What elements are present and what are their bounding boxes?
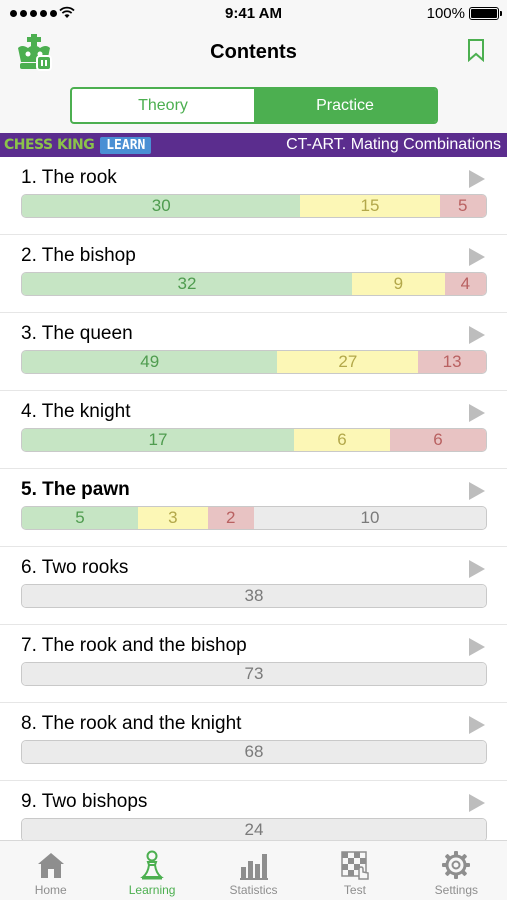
navigation-bar: Contents bbox=[0, 28, 507, 78]
tab-label: Settings bbox=[434, 883, 478, 897]
partial-segment: 27 bbox=[277, 351, 419, 373]
wrong-segment: 2 bbox=[207, 507, 254, 529]
page-title: Contents bbox=[210, 41, 297, 63]
progress-bar: 30 15 5 bbox=[21, 194, 487, 218]
progress-bar: 24 bbox=[21, 818, 487, 840]
chapter-title: 1. The rook bbox=[21, 167, 117, 188]
wrong-segment: 6 bbox=[390, 429, 486, 451]
gear-icon bbox=[442, 851, 471, 879]
chapter-row[interactable]: 4. The knight 17 6 6 bbox=[0, 391, 507, 469]
correct-segment: 32 bbox=[22, 273, 352, 295]
progress-bar: 68 bbox=[21, 740, 487, 764]
partial-segment: 3 bbox=[138, 507, 208, 529]
chapter-row[interactable]: 1. The rook 30 15 5 bbox=[0, 157, 507, 235]
progress-bar: 17 6 6 bbox=[21, 428, 487, 452]
tab-learning[interactable]: Learning bbox=[101, 841, 202, 900]
tab-label: Statistics bbox=[229, 883, 278, 897]
play-icon[interactable] bbox=[468, 793, 486, 813]
mode-segmented-control: Theory Practice bbox=[70, 87, 438, 124]
bookmark-icon[interactable] bbox=[467, 38, 485, 62]
progress-bar: 5 3 2 10 bbox=[21, 506, 487, 530]
remaining-segment: 38 bbox=[22, 585, 486, 607]
chapter-title: 5. The pawn bbox=[21, 479, 130, 500]
chapter-title: 9. Two bishops bbox=[21, 791, 148, 812]
learn-badge: LEARN bbox=[100, 136, 152, 154]
partial-segment: 9 bbox=[351, 273, 445, 295]
play-icon[interactable] bbox=[468, 169, 486, 189]
chapter-title: 3. The queen bbox=[21, 323, 133, 344]
segment-practice[interactable]: Practice bbox=[254, 89, 436, 122]
tab-statistics[interactable]: Statistics bbox=[203, 841, 304, 900]
tab-label: Learning bbox=[128, 883, 176, 897]
remaining-segment: 73 bbox=[22, 663, 486, 685]
remaining-segment: 68 bbox=[22, 741, 486, 763]
status-time: 9:41 AM bbox=[225, 5, 282, 22]
segment-theory[interactable]: Theory bbox=[138, 97, 188, 114]
progress-bar: 32 9 4 bbox=[21, 272, 487, 296]
chapter-row[interactable]: 7. The rook and the bishop 73 bbox=[0, 625, 507, 703]
home-icon bbox=[37, 853, 64, 878]
pawn-icon bbox=[140, 850, 164, 880]
chapter-row[interactable]: 2. The bishop 32 9 4 bbox=[0, 235, 507, 313]
chapter-row[interactable]: 8. The rook and the knight 68 bbox=[0, 703, 507, 781]
chapter-title: 6. Two rooks bbox=[21, 557, 129, 578]
wifi-icon bbox=[59, 6, 75, 18]
chapter-row[interactable]: 3. The queen 49 27 13 bbox=[0, 313, 507, 391]
status-bar: 9:41 AM 100% bbox=[0, 0, 507, 28]
play-icon[interactable] bbox=[468, 247, 486, 267]
correct-segment: 17 bbox=[22, 429, 294, 451]
play-icon[interactable] bbox=[468, 715, 486, 735]
correct-segment: 49 bbox=[22, 351, 278, 373]
course-banner: CHESS KING LEARN CT-ART. Mating Combinat… bbox=[0, 133, 507, 157]
remaining-segment: 24 bbox=[22, 819, 486, 840]
chessboard-icon bbox=[341, 851, 369, 880]
wrong-segment: 13 bbox=[418, 351, 486, 373]
progress-bar: 38 bbox=[21, 584, 487, 608]
play-icon[interactable] bbox=[468, 481, 486, 501]
signal-icon bbox=[10, 10, 57, 17]
progress-bar: 49 27 13 bbox=[21, 350, 487, 374]
tab-home[interactable]: Home bbox=[0, 841, 101, 900]
correct-segment: 30 bbox=[22, 195, 301, 217]
partial-segment: 6 bbox=[294, 429, 390, 451]
chapter-row[interactable]: 5. The pawn 5 3 2 10 bbox=[0, 469, 507, 547]
play-icon[interactable] bbox=[468, 559, 486, 579]
tab-label: Home bbox=[34, 883, 67, 897]
chapter-title: 2. The bishop bbox=[21, 245, 136, 266]
chapter-list[interactable]: 1. The rook 30 15 5 2. The bishop 32 9 4 3. The … bbox=[0, 157, 507, 840]
brand-name: CHESS KING bbox=[4, 137, 95, 153]
course-title: CT-ART. Mating Combinations bbox=[286, 136, 501, 153]
chapter-title: 4. The knight bbox=[21, 401, 131, 422]
chapter-row[interactable]: 6. Two rooks 38 bbox=[0, 547, 507, 625]
play-icon[interactable] bbox=[468, 637, 486, 657]
wrong-segment: 5 bbox=[439, 195, 486, 217]
correct-segment: 5 bbox=[22, 507, 138, 529]
chapter-title: 8. The rook and the knight bbox=[21, 713, 242, 734]
remaining-segment: 10 bbox=[253, 507, 486, 529]
tab-label: Test bbox=[343, 883, 366, 897]
chapter-title: 7. The rook and the bishop bbox=[21, 635, 247, 656]
tab-bar: Home Learning Statistics Test bbox=[0, 840, 507, 900]
chess-king-logo-icon[interactable] bbox=[14, 32, 54, 72]
partial-segment: 15 bbox=[300, 195, 440, 217]
wrong-segment: 4 bbox=[444, 273, 486, 295]
battery-percentage: 100% bbox=[426, 5, 465, 22]
chapter-row[interactable]: 9. Two bishops 24 bbox=[0, 781, 507, 840]
battery-icon bbox=[469, 7, 502, 20]
tab-test[interactable]: Test bbox=[304, 841, 405, 900]
play-icon[interactable] bbox=[468, 403, 486, 423]
bar-chart-icon bbox=[239, 854, 268, 880]
tab-settings[interactable]: Settings bbox=[406, 841, 507, 900]
progress-bar: 73 bbox=[21, 662, 487, 686]
play-icon[interactable] bbox=[468, 325, 486, 345]
